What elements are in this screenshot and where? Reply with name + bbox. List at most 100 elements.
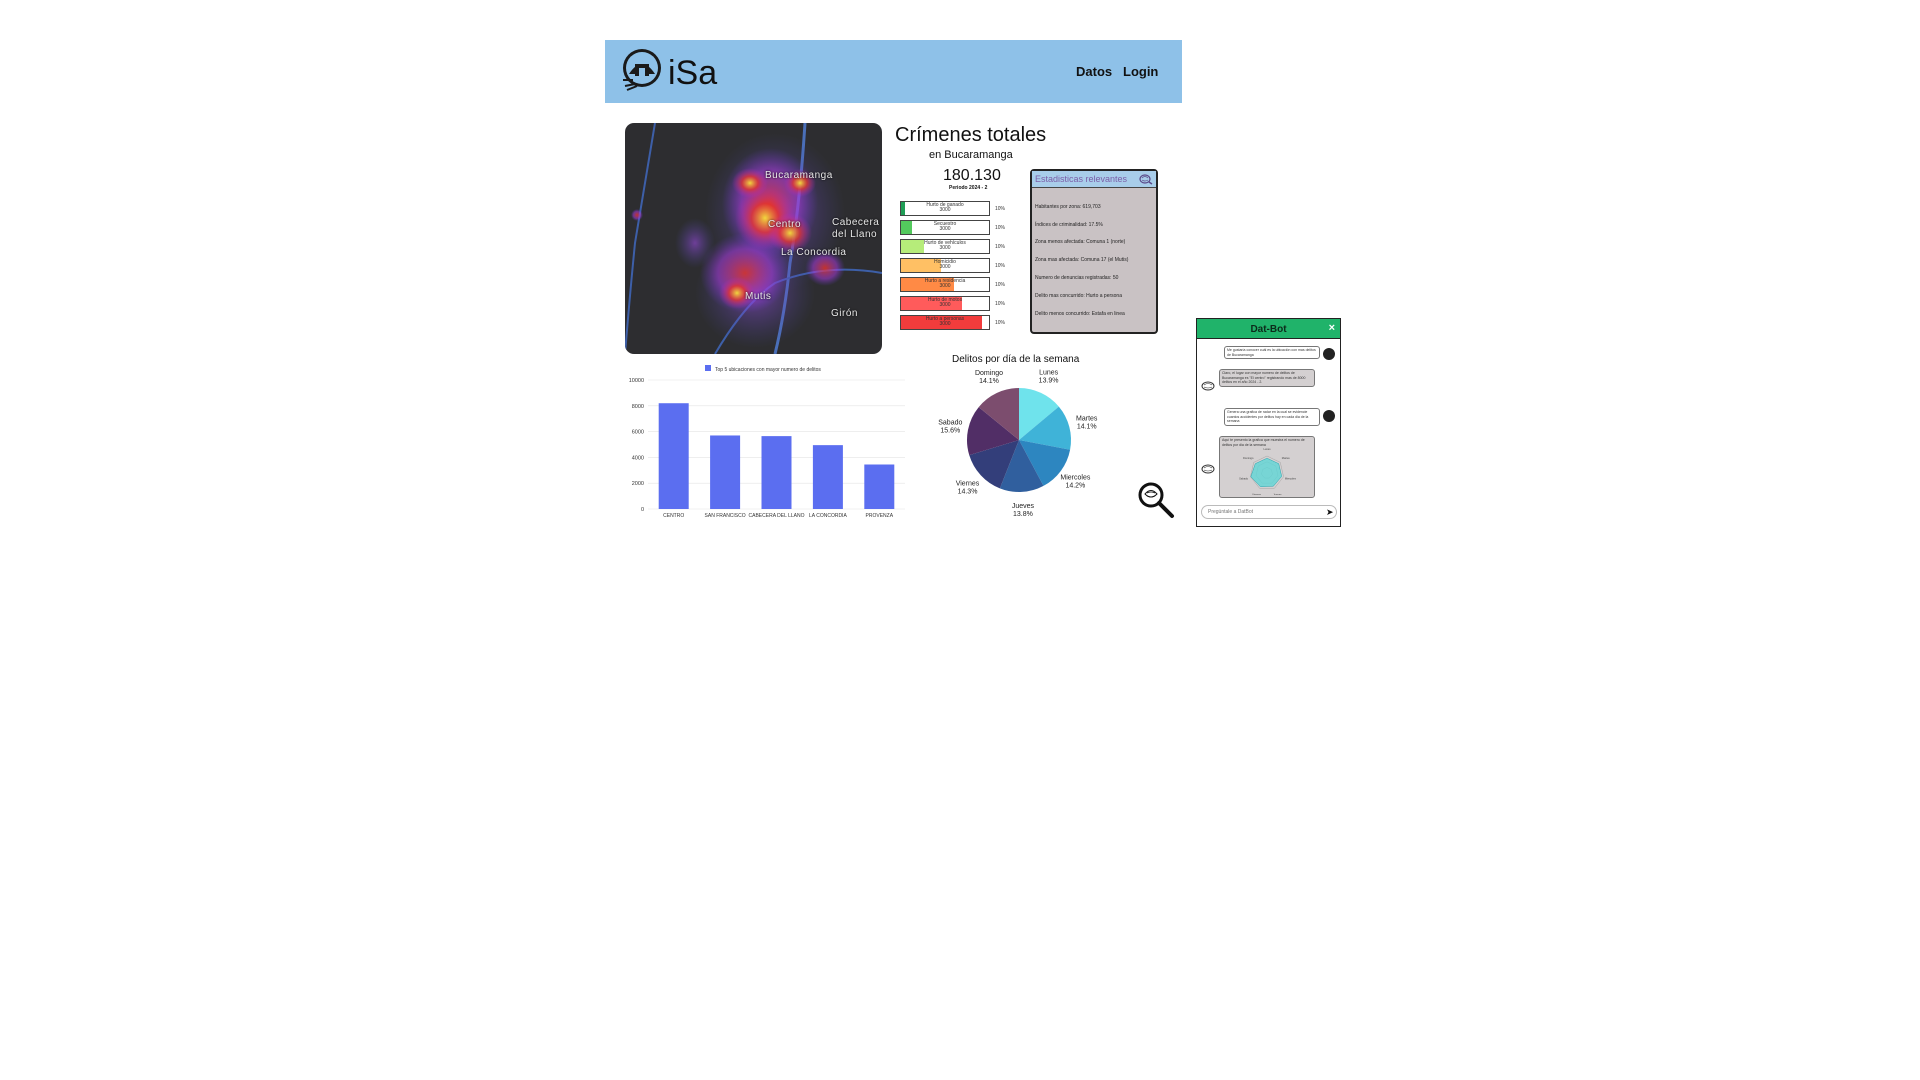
crime-type-label: Hurto de ganado 3000 (901, 203, 989, 213)
crime-type-count: 3000 (939, 321, 951, 327)
relevant-stats-panel: Estadisticas relevantes Habitantes por z… (1030, 169, 1158, 334)
pie-chart-title: Delitos por día de la semana (952, 354, 1080, 365)
radar-axis-label: Lunes (1263, 447, 1271, 451)
stat-line: Zona mas afectada: Comuna 17 (el Mutis) (1035, 257, 1129, 263)
stat-line: Delito menos concurrido: Estafa en linea (1035, 311, 1125, 317)
map-label-bucaramanga: Bucaramanga (765, 170, 833, 181)
x-tick-label: CENTRO (663, 513, 684, 519)
pie-slice-percent: 14.1% (979, 378, 999, 385)
total-crimes-value: 180.130 (943, 167, 1001, 184)
x-tick-label: SAN FRANCISCO (705, 513, 746, 519)
stat-line: Zona menos afectada: Comuna 1 (norte) (1035, 239, 1126, 245)
crime-type-count: 3000 (939, 207, 951, 213)
x-tick-label: LA CONCORDIA (809, 513, 847, 519)
chat-title: Dat-Bot (1250, 324, 1287, 335)
crime-type-label: Homicidio 3000 (901, 260, 989, 270)
crime-type-percent: 10% (995, 244, 1006, 250)
crime-type-bar: Homicidio 3000 (900, 258, 990, 273)
total-crimes-subtitle: en Bucaramanga (929, 149, 1013, 161)
crime-type-label: Hurto a residencia 3000 (901, 279, 989, 289)
crime-type-name: Homicidio (934, 259, 956, 265)
crime-type-percent: 10% (995, 206, 1006, 212)
crime-type-fill (901, 297, 962, 310)
crime-type-bar: Hurto de ganado 3000 (900, 201, 990, 216)
bar (710, 435, 741, 509)
crime-type-fill (901, 278, 954, 291)
map-label-giron: Girón (831, 308, 858, 319)
chat-input[interactable] (1201, 505, 1337, 519)
y-tick-label: 8000 (632, 404, 644, 410)
radar-series (1250, 457, 1282, 487)
bar (761, 436, 792, 509)
radar-axis-label: Viernes (1252, 493, 1261, 495)
user-message: Genera una grafica de radar en la cual s… (1224, 408, 1320, 426)
pie-slice-label: Jueves (1012, 503, 1035, 510)
crime-type-bar: Hurto a personas 3000 (900, 315, 990, 330)
user-message: Me gustaría conocer cuál es la ubicación… (1224, 346, 1320, 359)
close-icon[interactable]: × (1328, 322, 1335, 334)
pie-slice-percent: 14.1% (1077, 423, 1097, 430)
crime-type-fill (901, 316, 982, 329)
crime-type-count: 3000 (939, 283, 951, 289)
radar-axis-label: Jueves (1273, 493, 1282, 495)
pie-slice-percent: 13.9% (1039, 378, 1059, 385)
crime-type-percent: 10% (995, 225, 1006, 231)
radar-axis-label: Miercoles (1285, 476, 1297, 480)
crime-type-count: 3000 (939, 302, 951, 308)
y-tick-label: 0 (641, 507, 644, 513)
crime-type-label: Secuestro 3000 (901, 222, 989, 232)
stat-line: Habitantes por zona: 619,703 (1035, 204, 1101, 210)
radar-grid (1250, 455, 1284, 489)
pie-slice (1019, 388, 1059, 440)
crime-heatmap[interactable]: Bucaramanga Centro Cabecera del Llano La… (625, 123, 882, 354)
crime-type-name: Secuestro (933, 221, 957, 227)
period-label: Periodo 2024 - 2 (949, 185, 988, 191)
crime-type-bar: Hurto de motos 3000 (900, 296, 990, 311)
brand-name: iSa (668, 54, 718, 92)
pie-slice-label: Miercoles (1060, 475, 1090, 482)
pie-slice-percent: 14.2% (1065, 483, 1085, 490)
pie-slice-percent: 14.3% (958, 488, 978, 495)
user-avatar-icon (1323, 410, 1335, 422)
brain-search-icon[interactable] (1139, 173, 1153, 185)
crime-type-percent: 10% (995, 263, 1006, 269)
total-crimes-title: Crímenes totales (895, 124, 1047, 146)
pie-slice (1019, 406, 1071, 450)
crime-type-name: Hurto a residencia (924, 278, 966, 284)
radar-chart: Lunes Martes Miercoles Jueves Viernes Sabado D… (1239, 447, 1297, 497)
map-label-cabecera: Cabecera (832, 217, 880, 228)
radar-axis-label: Martes (1282, 456, 1291, 460)
heatmap-layer (625, 123, 882, 354)
weekday-pie-chart: Lunes13.9%Martes14.1%Miercoles14.2%Jueve… (938, 370, 1098, 518)
crime-type-name: Hurto a personas (925, 316, 965, 322)
x-tick-label: PROVENZA (866, 513, 894, 519)
pie-slice (967, 407, 1019, 456)
pie-slice-percent: 15.6% (940, 427, 960, 434)
crime-type-name: Hurto de vehículos (924, 240, 966, 246)
stat-line: Delito mas concurrido: Hurto a persona (1035, 293, 1122, 299)
y-tick-label: 10000 (629, 378, 644, 384)
crime-type-count: 3000 (939, 245, 951, 251)
send-icon[interactable]: ➤ (1326, 507, 1334, 517)
brain-magnifier-icon[interactable] (1137, 481, 1175, 519)
isa-logo-icon (623, 49, 661, 91)
crime-type-bar: Secuestro 3000 (900, 220, 990, 235)
nav-link-login[interactable]: Login (1123, 64, 1159, 79)
radar-axis-label: Sabado (1239, 476, 1249, 480)
crime-type-percent: 10% (995, 301, 1006, 307)
pie-slice-percent: 13.8% (1013, 511, 1033, 518)
pie-slice-label: Sabado (938, 419, 962, 426)
crime-type-fill (901, 259, 941, 272)
bot-brain-icon (1201, 464, 1215, 474)
map-label-la-concordia: La Concordia (781, 247, 847, 258)
nav-link-datos[interactable]: Datos (1076, 64, 1113, 79)
y-tick-label: 4000 (632, 455, 644, 461)
map-label-del-llano: del Llano (832, 229, 878, 240)
y-tick-label: 2000 (632, 481, 644, 487)
stat-line: Numero de denuncias registradas: 50 (1035, 275, 1119, 281)
radar-axis-label: Domingo (1243, 456, 1254, 460)
pie-slice (969, 440, 1019, 489)
pie-slice-label: Viernes (956, 480, 980, 487)
stats-panel-header: Estadisticas relevantes (1032, 171, 1156, 188)
legend-swatch (705, 365, 711, 371)
